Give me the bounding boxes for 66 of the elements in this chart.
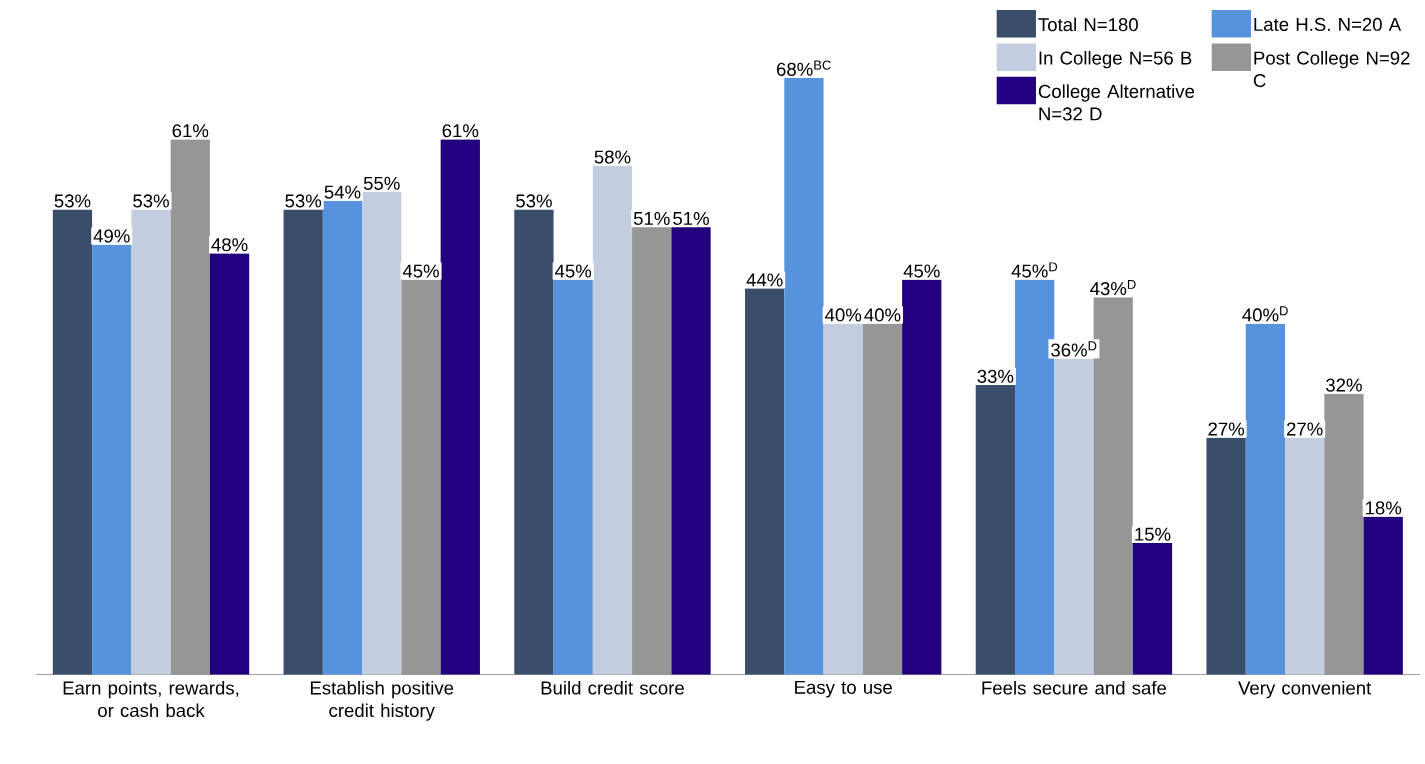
data-label: 44% xyxy=(746,273,783,287)
legend-label: Total N=180 xyxy=(1038,17,1138,32)
x-tick-label: Easy to use xyxy=(795,680,892,698)
data-label: 49% xyxy=(93,229,130,243)
legend-label: Post College N=92 C xyxy=(1253,51,1410,88)
bar xyxy=(1054,358,1094,675)
data-label: 40% xyxy=(825,308,862,322)
data-label: 18% xyxy=(1366,501,1402,515)
data-label: 61% xyxy=(172,124,209,138)
bar xyxy=(1285,437,1325,675)
data-label: 15% xyxy=(1135,527,1171,541)
data-label: 58% xyxy=(594,150,631,164)
bar xyxy=(553,279,593,675)
bar xyxy=(362,192,402,675)
bar xyxy=(1324,393,1364,675)
bar xyxy=(514,209,554,675)
legend-label: College Alternative N=32 D xyxy=(1038,84,1195,121)
data-label: 51% xyxy=(633,211,670,226)
bar xyxy=(401,279,441,675)
data-label: 53% xyxy=(516,194,552,208)
bar xyxy=(209,253,250,675)
data-label: 45%$^{D}$ xyxy=(1011,262,1058,278)
data-label: 40%$^{D}$ xyxy=(1242,306,1288,322)
bar xyxy=(1245,323,1286,675)
bar xyxy=(862,323,903,675)
x-tick-label: Very convenient xyxy=(1238,680,1372,699)
x-tick-label: Earn points, rewards, or cash back xyxy=(63,680,239,718)
bar xyxy=(92,244,132,675)
bar xyxy=(131,209,171,675)
data-label: 53% xyxy=(285,194,322,208)
data-label: 43%$^{D}$ xyxy=(1090,279,1136,296)
legend-label: Late H.S. N=20 A xyxy=(1254,17,1402,32)
data-label: 27% xyxy=(1287,422,1323,436)
bar xyxy=(1132,543,1173,675)
data-label: 61% xyxy=(442,124,479,138)
bar xyxy=(745,288,785,675)
data-label: 32% xyxy=(1326,378,1362,392)
bar xyxy=(671,227,711,675)
bar xyxy=(1206,437,1246,675)
data-label: 45% xyxy=(402,264,439,278)
data-label: 45% xyxy=(555,264,592,278)
data-label: 68%$^{BC}$ xyxy=(776,60,831,76)
bar xyxy=(784,78,824,675)
x-tick-label: Feels secure and safe xyxy=(982,680,1167,695)
data-label: 45% xyxy=(903,264,940,278)
data-label: 54% xyxy=(324,185,361,199)
bar xyxy=(823,323,863,675)
bar xyxy=(592,165,633,675)
bar xyxy=(440,139,480,675)
bar xyxy=(902,279,942,675)
bar xyxy=(170,139,210,675)
data-label: 27% xyxy=(1208,422,1245,436)
data-label: 53% xyxy=(54,194,91,208)
data-label: 36%$^{D}$ xyxy=(1051,341,1097,357)
bar xyxy=(632,227,672,675)
data-label: 55% xyxy=(363,176,400,190)
data-label: 40% xyxy=(864,308,901,322)
x-tick-label: Establish positive credit history xyxy=(310,680,454,721)
data-label: 53% xyxy=(133,194,169,208)
data-label: 48% xyxy=(211,238,248,252)
bar xyxy=(52,209,93,675)
bar xyxy=(975,385,1016,675)
x-tick-label: Build credit score xyxy=(541,680,684,695)
data-label: 33% xyxy=(977,369,1014,383)
legend-label: In College N=56 B xyxy=(1039,51,1192,69)
data-label: 51% xyxy=(673,211,709,226)
